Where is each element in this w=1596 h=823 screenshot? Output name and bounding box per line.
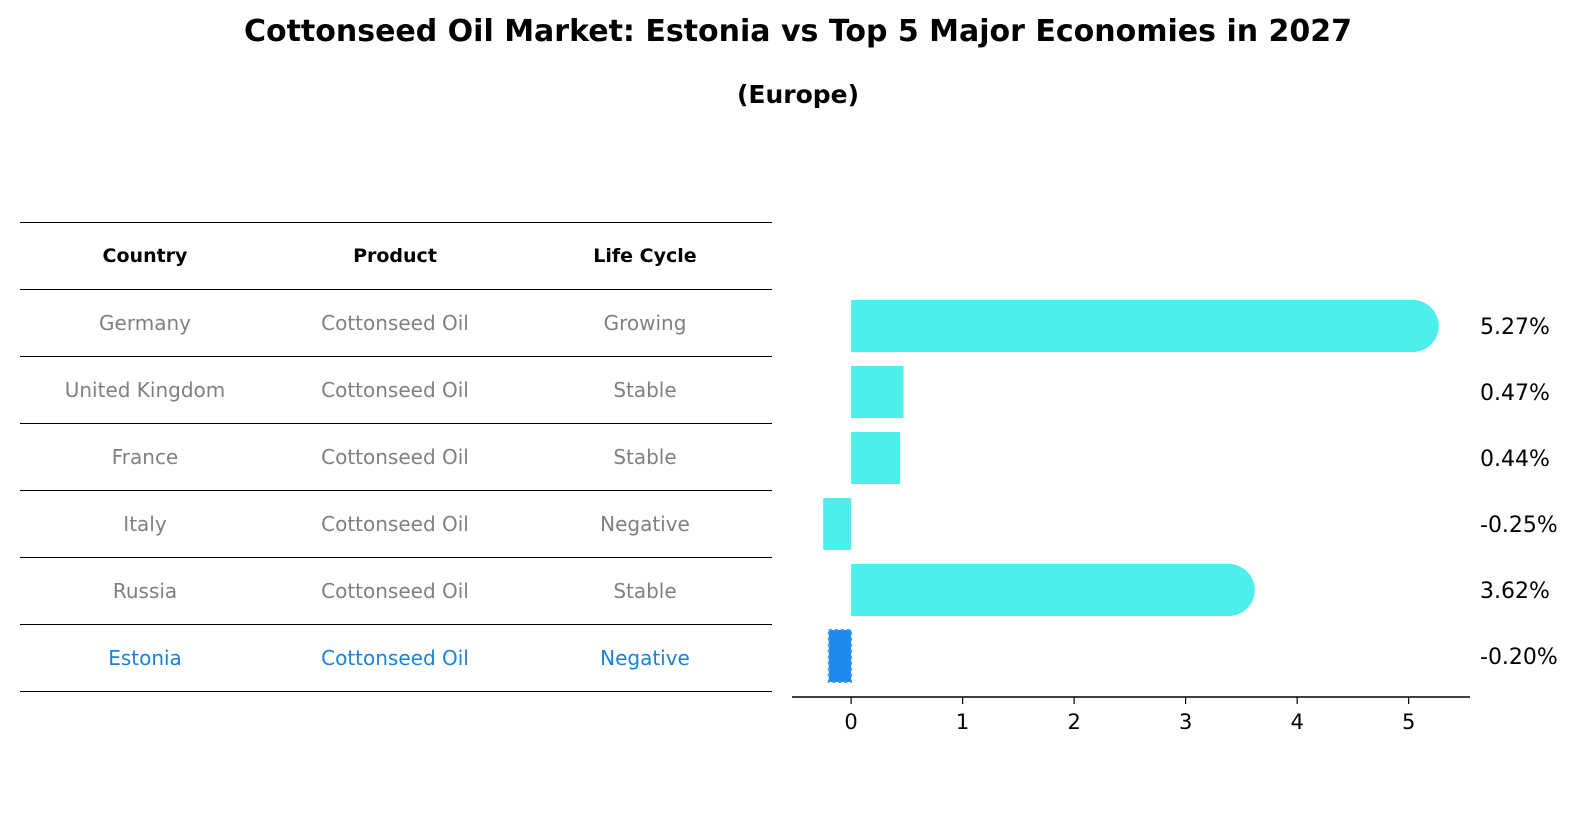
value-label: 3.62%: [1480, 579, 1550, 604]
header-product: Product: [353, 245, 437, 267]
x-tick-label: 5: [1402, 710, 1415, 734]
life-cycle-cell: Growing: [603, 311, 687, 335]
table-row: Russia Cottonseed Oil Stable: [20, 558, 772, 625]
value-label: 0.44%: [1480, 447, 1550, 472]
product-cell: Cottonseed Oil: [321, 445, 469, 469]
bar-france: [851, 432, 901, 484]
bar-italy: [823, 498, 852, 550]
table-row: Germany Cottonseed Oil Growing: [20, 290, 772, 357]
bar-estonia: [827, 629, 853, 683]
table-row: France Cottonseed Oil Stable: [20, 424, 772, 491]
value-label: -0.25%: [1480, 513, 1558, 538]
x-axis: 0 1 2 3 4 5: [792, 696, 1470, 734]
x-tick-label: 3: [1179, 710, 1192, 734]
country-cell: Italy: [123, 512, 167, 536]
bar-united-kingdom: [851, 366, 904, 418]
data-table: Country Product Life Cycle Germany Cotto…: [20, 222, 772, 692]
value-labels-layer: 5.27% 0.47% 0.44% -0.25% 3.62% -0.20%: [1480, 315, 1558, 670]
value-label: 5.27%: [1480, 315, 1550, 340]
product-cell: Cottonseed Oil: [321, 378, 469, 402]
country-cell: France: [111, 445, 179, 469]
life-cycle-cell: Negative: [600, 646, 690, 670]
chart-subtitle: (Europe): [736, 80, 860, 109]
product-cell: Cottonseed Oil: [321, 311, 469, 335]
country-cell: Germany: [99, 311, 191, 335]
country-cell: Estonia: [108, 646, 182, 670]
table-row: United Kingdom Cottonseed Oil Stable: [20, 357, 772, 424]
country-cell: United Kingdom: [64, 378, 226, 402]
country-cell: Russia: [112, 579, 178, 603]
table-row-highlighted: Estonia Cottonseed Oil Negative: [20, 625, 772, 692]
value-label: 0.47%: [1480, 381, 1550, 406]
bar-germany: [851, 300, 1439, 352]
x-tick-label: 1: [956, 710, 969, 734]
x-tick-label: 0: [844, 710, 857, 734]
x-tick-label: 4: [1290, 710, 1303, 734]
x-tick-label: 2: [1067, 710, 1080, 734]
chart-title: Cottonseed Oil Market: Estonia vs Top 5 …: [243, 14, 1353, 49]
bars-layer: [823, 300, 1439, 683]
product-cell: Cottonseed Oil: [321, 512, 469, 536]
product-cell: Cottonseed Oil: [321, 646, 469, 670]
header-country: Country: [102, 245, 188, 267]
product-cell: Cottonseed Oil: [321, 579, 469, 603]
life-cycle-cell: Negative: [600, 512, 690, 536]
life-cycle-cell: Stable: [613, 445, 677, 469]
value-label: -0.20%: [1480, 645, 1558, 670]
bar-russia: [851, 564, 1255, 616]
life-cycle-cell: Stable: [613, 378, 677, 402]
table-row: Italy Cottonseed Oil Negative: [20, 491, 772, 558]
life-cycle-cell: Stable: [613, 579, 677, 603]
table-header-row: Country Product Life Cycle: [20, 222, 772, 290]
header-life-cycle: Life Cycle: [593, 245, 697, 267]
